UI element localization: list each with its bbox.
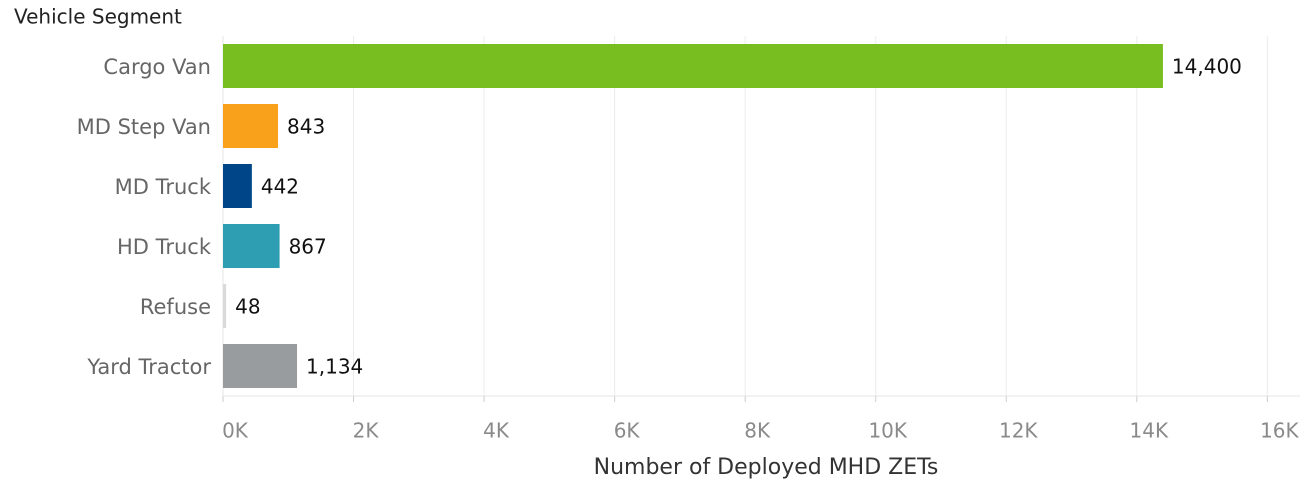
value-label: 843 [287,115,325,139]
value-label: 48 [235,295,260,319]
bar [223,104,279,148]
y-axis-title: Vehicle Segment [14,5,182,29]
x-axis-title: Number of Deployed MHD ZETs [594,455,939,480]
x-tick-label: 4K [483,419,510,443]
x-tick-label: 8K [744,419,771,443]
bar [223,224,280,268]
x-tick-label: 12K [999,419,1038,443]
y-tick-label: MD Truck [115,175,212,199]
y-tick-label: Refuse [140,295,211,319]
bar [223,164,252,208]
x-tick-label: 2K [353,419,380,443]
x-tick-label: 16K [1260,419,1299,443]
y-tick-label: Yard Tractor [86,355,211,379]
x-tick-label: 6K [614,419,641,443]
value-label: 14,400 [1172,55,1242,79]
y-tick-label: MD Step Van [77,115,211,139]
x-tick-label: 0K [222,419,249,443]
y-tick-label: Cargo Van [103,55,211,79]
bar [223,284,227,328]
y-tick-label: HD Truck [117,235,212,259]
x-tick-label: 14K [1130,419,1169,443]
bar [223,344,298,388]
value-label: 442 [261,175,299,199]
value-label: 867 [289,235,327,259]
bar [223,44,1163,88]
x-tick-label: 10K [868,419,907,443]
value-label: 1,134 [306,355,363,379]
